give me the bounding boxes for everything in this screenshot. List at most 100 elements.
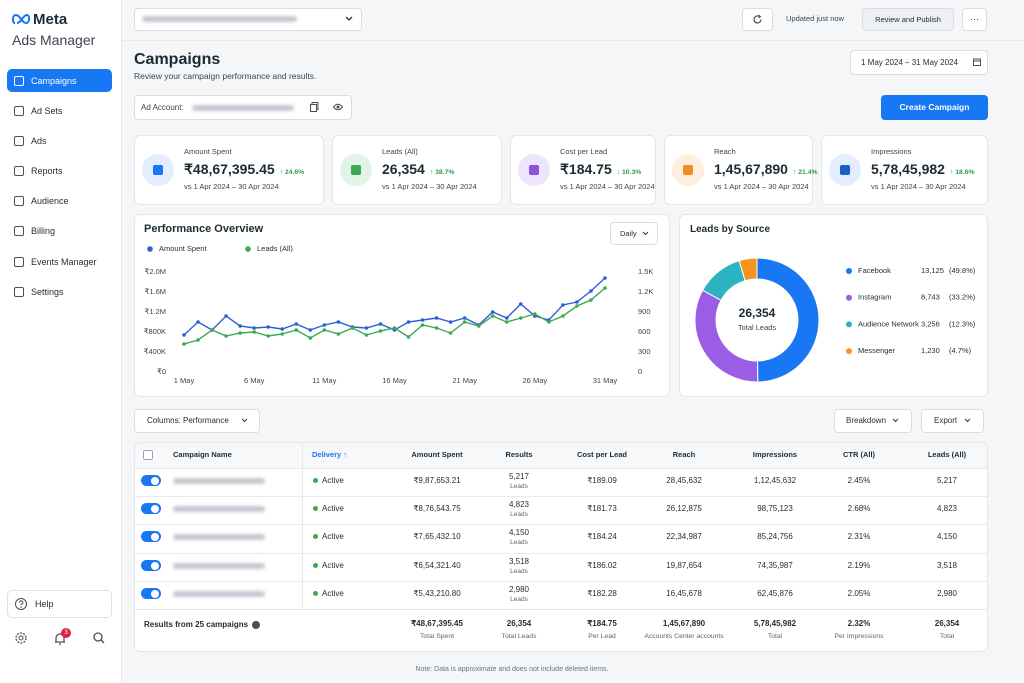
reach: 19,87,654: [666, 561, 702, 570]
row-divider: [135, 581, 987, 582]
more-button[interactable]: ···: [962, 8, 987, 31]
results: 5,217: [508, 472, 530, 481]
kpi-value: 5,78,45,982: [871, 161, 945, 177]
cost-per-lead: ₹189.09: [587, 476, 617, 485]
ctr: 2.45%: [847, 476, 871, 485]
status-dot: [313, 534, 318, 539]
columns-button[interactable]: Columns: Performance: [134, 409, 260, 433]
help-box[interactable]: [7, 590, 112, 618]
period-dropdown[interactable]: Daily: [610, 222, 658, 245]
date-range-button[interactable]: 1 May 2024 – 31 May 2024: [850, 50, 988, 75]
page-subtitle: Review your campaign performance and res…: [134, 71, 317, 81]
nav-active-pill[interactable]: [7, 69, 112, 92]
nav-item[interactable]: Audience: [31, 196, 69, 206]
total-value: ₹184.75: [587, 619, 617, 628]
nav-icon: [14, 106, 24, 116]
results-unit: Leads: [510, 568, 528, 575]
breakdown-button[interactable]: Breakdown: [834, 409, 912, 433]
total-caption: Total: [939, 633, 955, 640]
results: 3,518: [508, 557, 530, 566]
nav-item[interactable]: Settings: [31, 287, 64, 297]
eye-icon[interactable]: [332, 103, 344, 111]
chevron: [892, 418, 899, 423]
row-divider: [135, 524, 987, 525]
nav-item[interactable]: Ad Sets: [31, 106, 63, 116]
nav-item[interactable]: Reports: [31, 166, 63, 176]
info-icon: [252, 621, 260, 629]
delivery-status: Active: [322, 476, 344, 485]
leads: 4,823: [936, 504, 958, 513]
settings-icon[interactable]: [15, 632, 27, 644]
copy-icon[interactable]: [310, 102, 319, 112]
kpi-compare: vs 1 Apr 2024 – 30 Apr 2024: [560, 182, 655, 191]
export-button[interactable]: Export: [921, 409, 984, 433]
results: 4,150: [508, 528, 530, 537]
refresh-button[interactable]: [742, 8, 773, 31]
calendar-icon: [973, 58, 981, 66]
kpi-icon-glyph: [840, 165, 850, 175]
kpi-icon-glyph: [529, 165, 539, 175]
total-caption: Accounts Center accounts: [644, 633, 724, 640]
chevron: [642, 231, 649, 236]
total-caption: Total Leads: [501, 633, 537, 640]
nav-item[interactable]: Ads: [31, 136, 47, 146]
meta-logo: [11, 13, 31, 25]
nav-item[interactable]: Campaigns: [31, 76, 77, 86]
ctr: 2.19%: [847, 561, 871, 570]
total-caption: Total: [767, 633, 783, 640]
total-value: 26,354: [506, 619, 532, 628]
leads: 4,150: [936, 532, 958, 541]
create-campaign-button[interactable]: Create Campaign: [881, 95, 988, 120]
column-divider: [302, 443, 303, 609]
total-value: 5,78,45,982: [753, 619, 797, 628]
chart-title: Leads by Source: [690, 224, 771, 235]
results: 4,823: [508, 500, 530, 509]
campaign-name-blurred: [173, 534, 265, 540]
kpi-value: ₹48,67,395.45: [184, 161, 275, 177]
total-value: 1,45,67,890: [662, 619, 706, 628]
kpi-compare: vs 1 Apr 2024 – 30 Apr 2024: [184, 182, 279, 191]
results-unit: Leads: [510, 511, 528, 518]
leads: 5,217: [936, 476, 958, 485]
cost-per-lead: ₹184.24: [587, 532, 617, 541]
topbar-divider: [122, 40, 1024, 41]
kpi-change: ↑ 24.6%: [279, 169, 305, 176]
nav-icon: [14, 136, 24, 146]
publish-button[interactable]: Review and Publish: [862, 8, 954, 31]
nav-icon: [14, 166, 24, 176]
delivery-status: Active: [322, 589, 344, 598]
status-dot: [313, 478, 318, 483]
bell-icon[interactable]: [54, 632, 66, 645]
chevron: [241, 418, 248, 423]
kpi-icon-glyph: [153, 165, 163, 175]
total-caption: Per Impressions: [834, 633, 884, 640]
kpi-label: Leads (All): [382, 147, 418, 156]
kpi-value-row: ₹184.75 ↓ 10.3%: [560, 161, 641, 178]
account-name-blurred: [142, 16, 297, 22]
nav-icon: [14, 76, 24, 86]
brand-logo: Meta: [33, 11, 68, 28]
total-value: ₹48,67,395.45: [411, 619, 463, 628]
total-value: 26,354: [934, 619, 960, 628]
delivery-status: Active: [322, 532, 344, 541]
column-header: Impressions: [752, 450, 798, 459]
cost-per-lead: ₹181.73: [587, 504, 617, 513]
performance-card: [134, 214, 670, 397]
kpi-change: ↑ 21.4%: [792, 169, 818, 176]
row-divider: [135, 496, 987, 497]
campaign-name-blurred: [173, 591, 265, 597]
chevron: [345, 16, 353, 21]
amount-spent: ₹9,87,653.21: [413, 476, 461, 485]
amount-spent: ₹6,54,321.40: [413, 561, 461, 570]
kpi-label: Cost per Lead: [560, 147, 608, 156]
nav-item[interactable]: Events Manager: [31, 257, 97, 267]
pie-card: [679, 214, 988, 397]
header-checkbox[interactable]: [143, 450, 153, 460]
search-icon[interactable]: [93, 632, 105, 644]
total-value: 2.32%: [847, 619, 871, 628]
results-unit: Leads: [510, 596, 528, 603]
row-divider: [135, 609, 987, 610]
nav-item[interactable]: Billing: [31, 226, 56, 236]
chart-title: Performance Overview: [144, 223, 264, 235]
